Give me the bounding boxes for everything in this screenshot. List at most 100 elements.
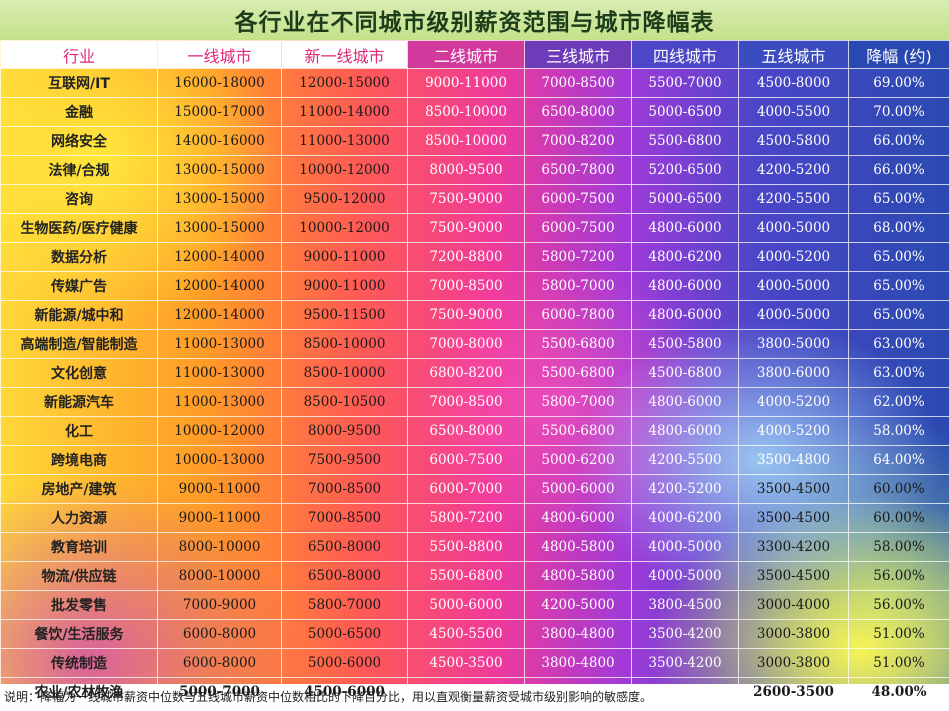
row-industry-cell: 互联网/IT	[0, 68, 158, 98]
row-industry-cell: 高端制造/智能制造	[0, 329, 158, 359]
row-new-tier1-cell: 5800-7000	[281, 590, 408, 620]
row-drop-cell: 60.00%	[848, 474, 949, 504]
table-row: 法律/合规 13000-15000 10000-12000 8000-9500 6500…	[0, 155, 949, 185]
row-drop-cell: 63.00%	[848, 358, 949, 388]
row-new-tier1-cell: 6500-8000	[281, 561, 408, 591]
row-industry-cell: 法律/合规	[0, 155, 158, 185]
row-tier3-cell: 6000-7500	[524, 184, 632, 214]
table-header-row: 行业 一线城市 新一线城市 二线城市 三线城市 四线城市 五线城市 降幅 (约)	[0, 40, 949, 69]
row-new-tier1-cell: 8500-10500	[281, 387, 408, 417]
row-drop-cell: 70.00%	[848, 97, 949, 127]
row-tier4-cell: 4200-5200	[631, 474, 739, 504]
row-tier1-cell: 11000-13000	[157, 358, 282, 388]
row-new-tier1-cell: 8500-10000	[281, 358, 408, 388]
row-tier2-cell: 7200-8800	[407, 242, 525, 272]
row-tier1-cell: 12000-14000	[157, 242, 282, 272]
row-drop-cell: 65.00%	[848, 271, 949, 301]
row-tier1-cell: 15000-17000	[157, 97, 282, 127]
table-row: 餐饮/生活服务 6000-8000 5000-6500 4500-5500 3800-4…	[0, 619, 949, 649]
row-tier4-cell: 4000-5000	[631, 561, 739, 591]
row-new-tier1-cell: 7000-8500	[281, 474, 408, 504]
row-tier4-cell: 3500-4200	[631, 648, 739, 678]
row-tier1-cell: 11000-13000	[157, 387, 282, 417]
table-row: 跨境电商 10000-13000 7500-9500 6000-7500 5000-62…	[0, 445, 949, 475]
row-tier1-cell: 8000-10000	[157, 561, 282, 591]
row-tier5-cell: 4200-5200	[738, 155, 849, 185]
row-new-tier1-cell: 10000-12000	[281, 155, 408, 185]
table-row: 金融 15000-17000 11000-14000 8500-10000 6500-8…	[0, 97, 949, 127]
row-tier3-cell: 5800-7000	[524, 271, 632, 301]
table-row: 传统制造 6000-8000 5000-6000 4500-3500 3800-4800…	[0, 648, 949, 678]
row-industry-cell: 新能源/城中和	[0, 300, 158, 330]
row-tier1-cell: 6000-8000	[157, 648, 282, 678]
row-tier5-cell: 3800-6000	[738, 358, 849, 388]
row-tier2-cell: 8500-10000	[407, 97, 525, 127]
row-tier2-cell: 5800-7200	[407, 503, 525, 533]
row-tier2-cell: 7500-9000	[407, 213, 525, 243]
row-industry-cell: 房地产/建筑	[0, 474, 158, 504]
header-tier1: 一线城市	[157, 40, 282, 69]
table-row: 物流/供应链 8000-10000 6500-8000 5500-6800 4800-5…	[0, 561, 949, 591]
row-tier5-cell: 4000-5200	[738, 242, 849, 272]
row-tier3-cell: 6000-7800	[524, 300, 632, 330]
row-tier2-cell: 8000-9500	[407, 155, 525, 185]
row-tier3-cell: 4800-5800	[524, 532, 632, 562]
row-tier3-cell: 6000-7500	[524, 213, 632, 243]
salary-table-container: 行业 一线城市 新一线城市 二线城市 三线城市 四线城市 五线城市 降幅 (约)…	[0, 40, 949, 707]
row-tier2-cell: 4500-3500	[407, 648, 525, 678]
row-tier5-cell: 4000-5000	[738, 300, 849, 330]
row-new-tier1-cell: 5000-6500	[281, 619, 408, 649]
row-new-tier1-cell: 9000-11000	[281, 271, 408, 301]
page-title: 各行业在不同城市级别薪资范围与城市降幅表	[0, 0, 949, 40]
row-drop-cell: 48.00%	[848, 677, 949, 707]
row-tier4-cell: 4800-6200	[631, 242, 739, 272]
row-industry-cell: 文化创意	[0, 358, 158, 388]
table-row: 农业/农林牧渔 5000-7000 4500-6000 4000-5000 3500-4…	[0, 677, 949, 707]
row-industry-cell: 餐饮/生活服务	[0, 619, 158, 649]
row-tier3-cell: 5500-6800	[524, 329, 632, 359]
row-tier2-cell: 6800-8200	[407, 358, 525, 388]
row-new-tier1-cell: 6500-8000	[281, 532, 408, 562]
row-tier1-cell: 12000-14000	[157, 300, 282, 330]
table-row: 生物医药/医疗健康 13000-15000 10000-12000 7500-9000…	[0, 213, 949, 243]
row-drop-cell: 64.00%	[848, 445, 949, 475]
table-row: 新能源汽车 11000-13000 8500-10500 7000-8500 5800-…	[0, 387, 949, 417]
row-tier5-cell: 3800-5000	[738, 329, 849, 359]
row-new-tier1-cell: 8500-10000	[281, 329, 408, 359]
row-drop-cell: 58.00%	[848, 532, 949, 562]
table-row: 新能源/城中和 12000-14000 9500-11500 7500-9000 600…	[0, 300, 949, 330]
row-drop-cell: 56.00%	[848, 590, 949, 620]
row-tier1-cell: 13000-15000	[157, 213, 282, 243]
row-new-tier1-cell: 10000-12000	[281, 213, 408, 243]
row-tier5-cell: 3500-4500	[738, 503, 849, 533]
row-tier5-cell: 3300-4200	[738, 532, 849, 562]
row-tier3-cell: 7000-8200	[524, 126, 632, 156]
row-tier3-cell: 5800-7000	[524, 387, 632, 417]
row-tier1-cell: 11000-13000	[157, 329, 282, 359]
row-tier4-cell: 4500-5800	[631, 329, 739, 359]
header-tier3: 三线城市	[524, 40, 632, 69]
row-tier5-cell: 4000-5000	[738, 271, 849, 301]
row-tier5-cell: 4000-5200	[738, 416, 849, 446]
row-tier2-cell: 5000-6000	[407, 590, 525, 620]
row-tier5-cell: 4200-5500	[738, 184, 849, 214]
row-tier2-cell: 7500-9000	[407, 300, 525, 330]
row-tier1-cell: 16000-18000	[157, 68, 282, 98]
row-tier4-cell: 5200-6500	[631, 155, 739, 185]
row-tier4-cell: 4000-5000	[631, 532, 739, 562]
row-drop-cell: 63.00%	[848, 329, 949, 359]
header-industry: 行业	[0, 40, 158, 69]
row-tier2-cell: 7000-8000	[407, 329, 525, 359]
table-body: 互联网/IT 16000-18000 12000-15000 9000-11000 70…	[0, 68, 949, 707]
row-drop-cell: 56.00%	[848, 561, 949, 591]
row-new-tier1-cell: 7000-8500	[281, 503, 408, 533]
row-new-tier1-cell: 12000-15000	[281, 68, 408, 98]
row-drop-cell: 51.00%	[848, 619, 949, 649]
row-tier1-cell: 7000-9000	[157, 590, 282, 620]
row-industry-cell: 传媒广告	[0, 271, 158, 301]
row-tier5-cell: 3000-4000	[738, 590, 849, 620]
row-tier5-cell: 3000-3800	[738, 648, 849, 678]
row-tier2-cell: 5500-6800	[407, 561, 525, 591]
row-new-tier1-cell: 9000-11000	[281, 242, 408, 272]
